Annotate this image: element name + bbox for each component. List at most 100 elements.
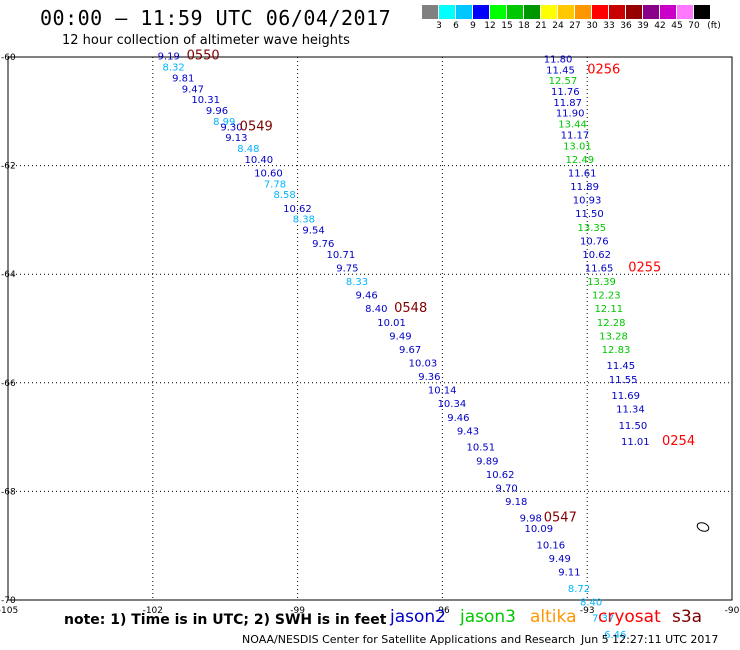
legend-tick-label: 70 xyxy=(688,21,700,31)
longitude-tick-label: -93 xyxy=(580,606,595,616)
longitude-tick-label: -90 xyxy=(725,606,740,616)
generated-timestamp: Jun 5 12:27:11 UTC 2017 xyxy=(581,633,719,646)
legend-tick-label: 30 xyxy=(586,21,598,31)
legend-swatch xyxy=(575,5,592,19)
wave-height-value: 9.18 xyxy=(505,497,527,508)
latitude-tick-label: -60 xyxy=(1,53,16,63)
satellite-name-jason3: jason3 xyxy=(460,607,516,627)
island-outline xyxy=(696,522,710,532)
satellite-name-altika: altika xyxy=(530,607,577,627)
latitude-tick-label: -64 xyxy=(1,270,16,280)
legend-tick-label: 18 xyxy=(518,21,530,31)
wave-height-value: 9.47 xyxy=(182,84,204,95)
legend-swatch xyxy=(660,5,677,19)
wave-height-value: 11.80 xyxy=(544,54,573,65)
wave-height-value: 8.33 xyxy=(346,277,368,288)
wave-height-value: 10.60 xyxy=(254,168,283,179)
map-title: 00:00 – 11:59 UTC 06/04/2017 xyxy=(40,6,392,30)
wave-height-value: 9.46 xyxy=(356,291,378,302)
wave-height-value: 9.76 xyxy=(312,239,334,250)
wave-height-value: 11.69 xyxy=(611,391,640,402)
wave-height-value: 11.90 xyxy=(556,109,585,120)
pass-time-label: 0255 xyxy=(628,260,661,275)
footer-note: note: 1) Time is in UTC; 2) SWH is in fe… xyxy=(64,612,387,628)
wave-height-value: 12.23 xyxy=(592,291,621,302)
legend-tick-label: 6 xyxy=(453,21,459,31)
wave-height-value: 8.40 xyxy=(365,304,387,315)
legend-swatch xyxy=(473,5,490,19)
wave-height-value: 9.96 xyxy=(206,106,228,117)
wave-height-value: 8.40 xyxy=(580,597,602,608)
legend-swatch xyxy=(677,5,694,19)
wave-height-value: 10.51 xyxy=(467,443,496,454)
wave-height-value: 9.19 xyxy=(158,52,180,63)
legend-swatch xyxy=(609,5,626,19)
wave-height-value: 6.46 xyxy=(604,630,626,641)
wave-height-value: 8.48 xyxy=(237,144,259,155)
wave-height-value: 9.98 xyxy=(520,513,542,524)
wave-height-value: 10.62 xyxy=(283,204,312,215)
wave-height-value: 11.50 xyxy=(575,209,604,220)
wave-height-value: 9.43 xyxy=(457,426,479,437)
pass-time-label: 0550 xyxy=(187,49,220,64)
map-frame xyxy=(7,56,733,601)
wave-height-value: 10.16 xyxy=(537,540,566,551)
wave-height-value: 10.62 xyxy=(486,470,515,481)
wave-height-value: 13.44 xyxy=(558,120,587,131)
wave-height-value: 9.70 xyxy=(495,483,517,494)
wave-height-value: 11.55 xyxy=(609,375,638,386)
wave-height-value: 8.99 xyxy=(213,117,235,128)
wave-height-value: 10.93 xyxy=(573,196,602,207)
wave-height-value: 9.11 xyxy=(558,568,580,579)
wave-height-value: 8.38 xyxy=(293,215,315,226)
wave-height-value: 11.17 xyxy=(561,130,590,141)
wave-height-value: 10.14 xyxy=(428,386,457,397)
credit-text: NOAA/NESDIS Center for Satellite Applica… xyxy=(242,633,576,646)
legend-unit: (ft) xyxy=(707,21,721,31)
longitude-tick-label: -102 xyxy=(143,606,163,616)
legend-tick-label: 12 xyxy=(484,21,496,31)
wave-height-value: 12.57 xyxy=(549,76,578,87)
wave-height-value: 12.49 xyxy=(565,155,594,166)
wave-height-value: 11.61 xyxy=(568,168,597,179)
legend-tick-label: 36 xyxy=(620,21,632,31)
legend-swatch xyxy=(541,5,558,19)
legend-swatches xyxy=(422,5,711,19)
latitude-tick-label: -70 xyxy=(1,596,16,606)
legend-swatch xyxy=(694,5,711,19)
satellite-name-s3a: s3a xyxy=(672,607,703,627)
wave-height-value: 8.32 xyxy=(162,63,184,74)
wave-height-value: 11.45 xyxy=(546,65,575,76)
legend-tick-label: 9 xyxy=(470,21,476,31)
wave-height-value: 11.87 xyxy=(553,98,582,109)
wave-height-value: 9.36 xyxy=(418,372,440,383)
legend-swatch xyxy=(558,5,575,19)
wave-height-value: 9.13 xyxy=(225,133,247,144)
longitude-tick-label: -99 xyxy=(290,606,305,616)
wave-height-value: 10.71 xyxy=(327,250,356,261)
satellite-name-cryosat: cryosat xyxy=(598,607,661,627)
wave-height-value: 10.76 xyxy=(580,236,609,247)
wave-height-value: 9.67 xyxy=(399,345,421,356)
pass-time-label: 0547 xyxy=(544,510,577,525)
wave-height-value: 9.49 xyxy=(549,554,571,565)
longitude-tick-label: -105 xyxy=(0,606,18,616)
wave-height-value: 8.58 xyxy=(273,190,295,201)
legend-ticks: 3 6 9 12 15 18 21 24 27 30 33 36 39 42 45 70 (ft) xyxy=(422,19,721,33)
wave-height-value: 8.72 xyxy=(568,584,590,595)
wave-height-value: 11.89 xyxy=(570,182,599,193)
latitude-tick-label: -62 xyxy=(1,162,16,172)
wave-height-value: 9.30 xyxy=(220,122,242,133)
wave-height-value: 13.01 xyxy=(563,141,592,152)
satellite-name-jason2: jason2 xyxy=(390,607,446,627)
legend-swatch xyxy=(524,5,541,19)
legend-tick-label: 33 xyxy=(603,21,615,31)
wave-height-value: 13.39 xyxy=(587,277,616,288)
legend-tick-label: 27 xyxy=(569,21,581,31)
wave-height-value: 13.28 xyxy=(599,331,628,342)
legend-swatch xyxy=(626,5,643,19)
wave-height-value: 11.34 xyxy=(616,405,645,416)
wave-height-value: 7.37 xyxy=(592,614,614,625)
legend-swatch xyxy=(507,5,524,19)
